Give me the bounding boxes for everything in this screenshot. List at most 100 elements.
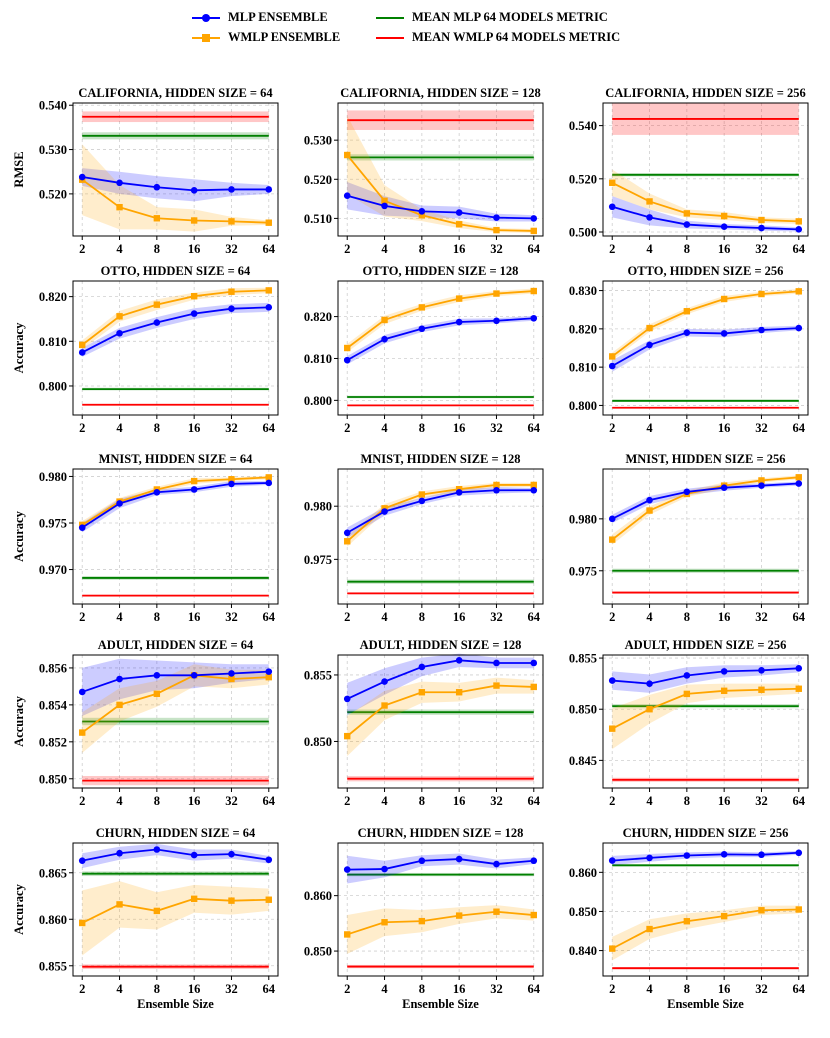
wmlp-point — [418, 917, 426, 925]
wmlp-point — [381, 197, 388, 204]
mlp-point — [608, 203, 616, 211]
y-axis-label: Accuracy — [12, 510, 26, 561]
mlp-point — [78, 349, 86, 356]
wmlp-confidence-band — [612, 683, 799, 750]
mlp-point — [190, 486, 198, 493]
legend-label-mean-mlp: MEAN MLP 64 MODELS METRIC — [412, 10, 608, 24]
mlp-point — [228, 305, 235, 312]
y-tick-label: 0.852 — [39, 735, 67, 749]
wmlp-point — [381, 702, 388, 709]
wmlp-series-line — [346, 290, 534, 349]
wmlp-point — [646, 324, 653, 332]
mlp-point — [683, 852, 691, 859]
mlp-point — [455, 855, 463, 863]
wmlp-point — [228, 288, 235, 295]
mlp-point — [683, 672, 691, 679]
wmlp-point — [116, 701, 123, 709]
x-tick-label: 16 — [188, 610, 201, 624]
wmlp-point — [493, 226, 500, 234]
y-tick-label: 0.830 — [569, 284, 597, 298]
mlp-confidence-band — [82, 843, 269, 869]
x-tick-label: 16 — [718, 610, 731, 624]
mlp-point — [455, 657, 463, 664]
x-tick-label: 2 — [79, 610, 85, 624]
wmlp-point — [116, 901, 123, 908]
wmlp-point — [609, 725, 616, 732]
mlp-series-line — [611, 482, 799, 520]
mlp-point — [78, 173, 86, 181]
mlp-point — [683, 329, 691, 336]
wmlp-point — [455, 295, 463, 302]
mlp-point — [493, 486, 500, 494]
panel-9: MNIST, HIDDEN SIZE = 256 2 4 8 16 32 64 0.975 0.… — [569, 452, 809, 624]
wmlp-confidence-band — [82, 881, 269, 956]
x-tick-label: 8 — [419, 421, 425, 435]
mlp-point — [493, 317, 500, 325]
wmlp-point — [493, 481, 500, 489]
mlp-series-line — [346, 194, 534, 220]
wmlp-point — [720, 295, 728, 303]
panel-title: ADULT, HIDDEN SIZE = 64 — [98, 638, 254, 652]
legend-label-mean-wmlp: MEAN WMLP 64 MODELS METRIC — [412, 30, 621, 44]
x-tick-label: 64 — [793, 242, 806, 256]
x-tick-label: 4 — [116, 982, 123, 996]
mlp-point — [720, 223, 728, 230]
plot-frame — [72, 102, 279, 237]
x-tick-label: 4 — [116, 794, 123, 808]
x-tick-label: 4 — [381, 610, 388, 624]
x-tick-label: 4 — [116, 421, 123, 435]
y-tick-label: 0.520 — [39, 187, 67, 201]
wmlp-point — [116, 313, 123, 320]
wmlp-point — [265, 673, 272, 681]
wmlp-series-line — [81, 674, 269, 734]
y-tick-label: 0.820 — [39, 290, 67, 304]
mlp-point — [265, 304, 273, 311]
wmlp-point — [758, 686, 765, 693]
y-tick-label: 0.540 — [39, 99, 67, 113]
x-tick-label: 4 — [646, 982, 653, 996]
mlp-confidence-band — [612, 325, 799, 372]
mlp-point — [646, 341, 653, 349]
y-axis-label: RMSE — [12, 151, 26, 187]
wmlp-point — [455, 912, 463, 919]
wmlp-point — [190, 477, 198, 485]
wmlp-series-line — [611, 181, 799, 223]
wmlp-point — [758, 216, 765, 224]
x-tick-label: 8 — [684, 242, 690, 256]
y-tick-label: 0.860 — [304, 889, 332, 903]
wmlp-point — [228, 218, 235, 225]
legend-label-wmlp: WMLP ENSEMBLE — [228, 30, 341, 44]
panel-title: CHURN, HIDDEN SIZE = 128 — [358, 826, 524, 840]
mlp-point — [381, 865, 388, 873]
plot-frame — [602, 842, 809, 977]
x-tick-label: 2 — [609, 242, 615, 256]
x-tick-label: 4 — [646, 794, 653, 808]
plot-frame — [337, 102, 544, 237]
mlp-point — [116, 500, 123, 507]
x-tick-label: 16 — [188, 982, 201, 996]
wmlp-confidence-band — [82, 664, 269, 753]
mlp-point — [758, 224, 765, 232]
wmlp-point — [344, 538, 351, 545]
wmlp-series-line — [346, 154, 534, 232]
panel-title: CALIFORNIA, HIDDEN SIZE = 256 — [605, 86, 806, 100]
mlp-point — [418, 208, 426, 215]
x-tick-label: 32 — [490, 242, 503, 256]
wmlp-point — [344, 151, 351, 159]
legend-item-wmlp-ensemble: WMLP ENSEMBLE — [192, 30, 340, 45]
wmlp-series-line — [81, 476, 269, 526]
panel-title: ADULT, HIDDEN SIZE = 128 — [360, 638, 522, 652]
x-tick-label: 8 — [684, 982, 690, 996]
mlp-point — [795, 480, 803, 487]
x-tick-label: 4 — [381, 982, 388, 996]
plot-frame — [602, 468, 809, 605]
legend-label-mlp: MLP ENSEMBLE — [228, 10, 328, 24]
mlp-point — [265, 856, 273, 864]
y-tick-label: 0.530 — [304, 134, 332, 148]
mlp-point — [646, 854, 653, 862]
wmlp-point — [455, 689, 463, 696]
y-tick-label: 0.520 — [304, 173, 332, 187]
x-tick-label: 32 — [755, 982, 768, 996]
x-axis-label: Ensemble Size — [137, 997, 214, 1011]
